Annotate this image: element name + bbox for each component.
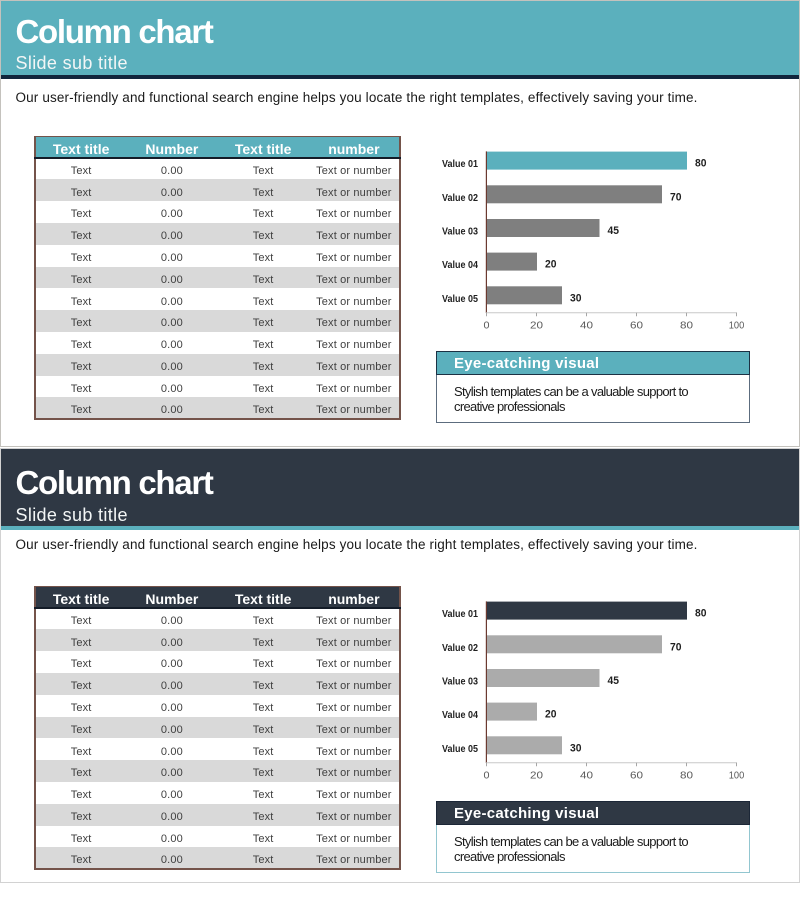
svg-text:70: 70 <box>670 641 682 653</box>
svg-text:40: 40 <box>580 319 593 330</box>
svg-text:30: 30 <box>570 742 582 754</box>
svg-text:100: 100 <box>729 769 745 780</box>
svg-text:80: 80 <box>695 608 707 620</box>
svg-text:80: 80 <box>680 319 693 330</box>
svg-text:Value 02: Value 02 <box>442 192 478 204</box>
svg-text:Value 01: Value 01 <box>442 608 478 620</box>
svg-text:Value 05: Value 05 <box>442 293 478 305</box>
svg-text:Value 03: Value 03 <box>442 676 478 688</box>
svg-text:Value 01: Value 01 <box>442 158 478 170</box>
svg-text:0: 0 <box>484 769 490 780</box>
svg-text:70: 70 <box>670 191 682 203</box>
svg-text:40: 40 <box>580 769 593 780</box>
svg-text:Value 04: Value 04 <box>442 259 478 271</box>
svg-text:20: 20 <box>530 769 543 780</box>
svg-text:45: 45 <box>608 675 620 687</box>
svg-text:20: 20 <box>545 709 557 721</box>
svg-text:20: 20 <box>530 319 543 330</box>
svg-text:Value 03: Value 03 <box>442 226 478 238</box>
svg-text:0: 0 <box>484 319 490 330</box>
svg-text:Value 05: Value 05 <box>442 743 478 755</box>
svg-text:45: 45 <box>608 225 620 237</box>
svg-text:Value 04: Value 04 <box>442 709 478 721</box>
svg-text:Value 02: Value 02 <box>442 642 478 654</box>
svg-text:60: 60 <box>630 769 643 780</box>
svg-text:80: 80 <box>680 769 693 780</box>
svg-text:100: 100 <box>729 319 745 330</box>
svg-text:20: 20 <box>545 259 557 271</box>
svg-text:30: 30 <box>570 292 582 304</box>
svg-text:80: 80 <box>695 158 707 170</box>
svg-text:60: 60 <box>630 319 643 330</box>
